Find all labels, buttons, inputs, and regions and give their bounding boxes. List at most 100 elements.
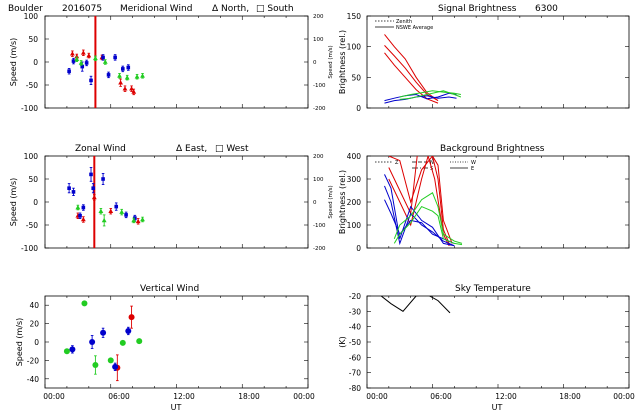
data-point xyxy=(67,186,71,190)
data-point xyxy=(140,216,145,222)
zonal-wind-panel: Zonal Wind Δ East, □ West 100 50 0 -50 -… xyxy=(9,144,334,253)
data-point xyxy=(114,204,119,209)
y-tick-label: 40 xyxy=(29,301,39,310)
title-site: Boulder xyxy=(8,4,43,14)
x-tick-label: 18:00 xyxy=(238,392,260,401)
x-tick-label: 18:00 xyxy=(559,392,581,401)
right-tick-label: 200 xyxy=(313,154,324,160)
title-meridional: Meridional Wind xyxy=(120,4,192,14)
plot-frame xyxy=(44,15,309,109)
y-tick-label: -100 xyxy=(21,244,38,253)
legend-average-label: NSWE Average xyxy=(396,25,433,31)
y-tick-label: -20 xyxy=(349,292,361,301)
vertical-wind-panel: Vertical Wind Speed (m/s) 00:00 06:00 12… xyxy=(15,284,315,412)
data-point xyxy=(101,177,105,181)
data-point xyxy=(124,213,128,217)
title-south: □ South xyxy=(256,4,294,14)
y-tick-label: -100 xyxy=(21,104,38,113)
data-point xyxy=(92,362,99,368)
y-axis-label: Speed (m/s) xyxy=(15,318,24,367)
right-tick-label: 100 xyxy=(313,177,324,183)
y-tick-label: 50 xyxy=(351,73,361,82)
data-point xyxy=(80,216,86,222)
y-tick-label: -70 xyxy=(349,369,361,378)
data-point xyxy=(63,348,70,355)
y-tick-label: 400 xyxy=(347,152,362,161)
title-sky-temperature: Sky Temperature xyxy=(455,284,531,294)
data-point xyxy=(89,172,93,177)
y-axis-label: Brightness (rel.) xyxy=(338,30,347,94)
y-tick-label: 0 xyxy=(356,244,361,253)
meridional-wind-panel: Boulder 2016075 Meridional Wind Δ North,… xyxy=(8,4,334,113)
data-point xyxy=(121,67,125,71)
data-point xyxy=(108,208,114,213)
x-tick-label: 12:00 xyxy=(495,392,517,401)
right-tick-label: 100 xyxy=(313,37,324,43)
series-line xyxy=(384,174,455,247)
plot-frame xyxy=(366,155,630,249)
y-tick-label: 50 xyxy=(28,35,38,44)
right-tick-label: -100 xyxy=(313,223,326,229)
data-marks xyxy=(44,296,309,388)
series-line xyxy=(399,90,462,100)
data-point xyxy=(80,64,85,69)
legend-n-label: N xyxy=(430,160,434,166)
data-point xyxy=(93,55,98,61)
data-marks xyxy=(44,15,309,109)
right-tick-label: 0 xyxy=(313,200,317,206)
data-point xyxy=(86,52,92,58)
right-tick-label: -100 xyxy=(313,83,326,89)
x-tick-label: 00:00 xyxy=(366,392,388,401)
y-tick-label: -60 xyxy=(349,353,361,362)
data-point xyxy=(135,218,141,224)
series-line xyxy=(384,52,439,104)
data-point xyxy=(124,75,130,80)
data-point xyxy=(131,217,137,223)
y-ticks: -20 -30 -40 -50 -60 -70 -80 xyxy=(349,292,361,393)
title-background: Background Brightness xyxy=(440,144,545,154)
data-point xyxy=(80,50,86,55)
data-point xyxy=(126,65,131,70)
x-tick-label: 12:00 xyxy=(173,392,195,401)
data-point xyxy=(91,186,96,190)
data-marks xyxy=(44,155,309,249)
y-tick-label: -40 xyxy=(27,375,39,384)
y-ticks: 40 20 0 -20 -40 xyxy=(27,301,39,384)
sky-temperature-panel: Sky Temperature (K) 00:00 06:00 12:00 18… xyxy=(338,284,635,412)
data-point xyxy=(67,69,71,73)
data-point xyxy=(101,217,107,223)
legend-w-label: W xyxy=(471,160,476,166)
data-point xyxy=(128,314,135,321)
data-point xyxy=(101,55,105,60)
series-line xyxy=(384,199,455,244)
background-brightness-panel: Background Brightness Brightness (rel.) … xyxy=(338,144,630,253)
plot-frame xyxy=(44,155,309,249)
title-wavelength: 6300 xyxy=(535,4,558,14)
data-point xyxy=(71,59,76,63)
series-line xyxy=(384,185,455,247)
x-tick-label: 06:00 xyxy=(430,392,452,401)
data-marks xyxy=(366,155,630,249)
x-tick-label: 00:00 xyxy=(613,392,635,401)
legend-z-label: Z xyxy=(395,160,399,166)
title-west: □ West xyxy=(215,144,249,154)
right-y-axis-label: Speed (m/s) xyxy=(328,185,334,218)
series-line xyxy=(393,205,463,246)
data-point xyxy=(100,329,107,336)
right-y-axis-label: Speed (m/s) xyxy=(328,45,334,78)
series-line xyxy=(388,156,453,244)
y-axis-label: (K) xyxy=(338,336,347,348)
legend-e-label: E xyxy=(471,166,474,172)
data-point xyxy=(140,73,145,78)
data-point xyxy=(71,190,76,194)
series-line xyxy=(384,45,439,102)
title-date: 2016075 xyxy=(62,4,102,14)
data-point xyxy=(119,209,125,214)
right-tick-label: 0 xyxy=(313,60,317,66)
title-zonal: Zonal Wind xyxy=(75,144,126,154)
title-vertical: Vertical Wind xyxy=(140,284,199,294)
series-line xyxy=(384,95,457,104)
y-tick-label: 50 xyxy=(28,175,38,184)
data-point xyxy=(119,339,126,346)
